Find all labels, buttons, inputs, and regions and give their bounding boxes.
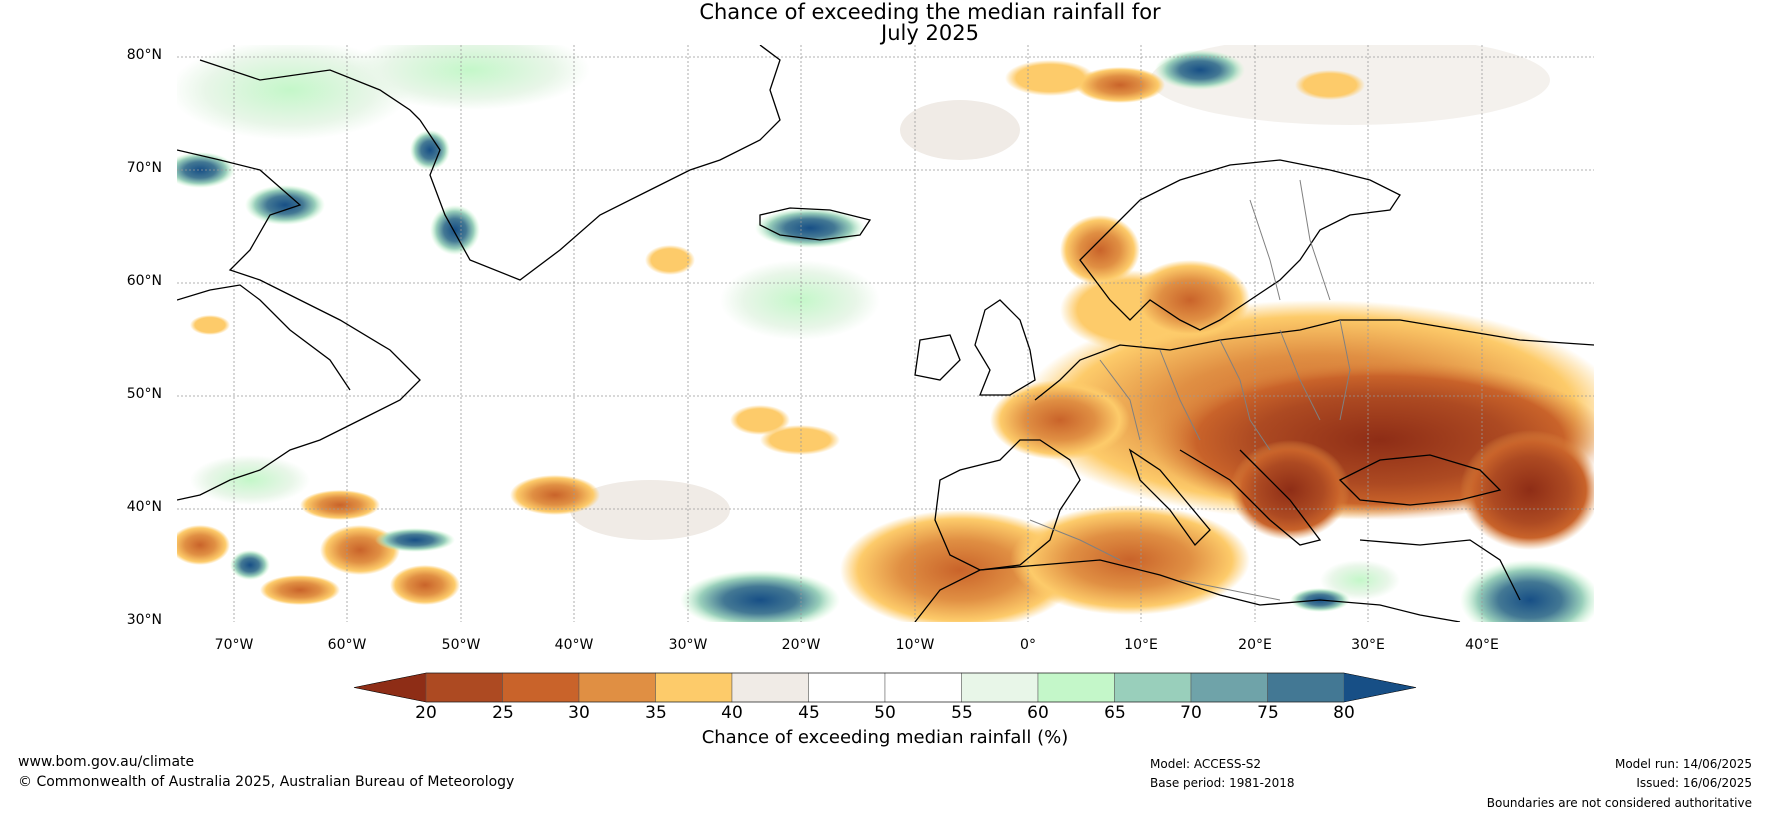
colorbar-tick: 45 (798, 703, 820, 723)
colorbar-segment (731, 672, 809, 703)
colorbar-tick: 30 (568, 703, 590, 723)
map-field (177, 45, 1594, 622)
lon-label-10e: 10°E (1124, 637, 1158, 653)
colorbar-segment (578, 672, 656, 703)
colorbar-label: Chance of exceeding median rainfall (%) (701, 727, 1069, 748)
italy-coast (1128, 448, 1211, 547)
greenland-north-coast (199, 59, 421, 121)
colorbar-under-arrow (354, 673, 426, 702)
lat-label-50n: 50°N (126, 386, 162, 402)
colorbar-segment (1267, 672, 1345, 703)
lon-label-30e: 30°E (1351, 637, 1385, 653)
colorbar-tick: 60 (1027, 703, 1049, 723)
map-title-line2: July 2025 (881, 21, 979, 45)
colorbar-tick: 75 (1257, 703, 1279, 723)
lat-label-80n: 80°N (126, 47, 162, 63)
canada-coast (177, 149, 421, 501)
colorbar-tick: 25 (492, 703, 514, 723)
lon-label-10w: 10°W (895, 637, 935, 653)
iceland-coast (759, 207, 872, 241)
labrador-coast (177, 284, 351, 391)
lon-label-40e: 40°E (1465, 637, 1499, 653)
lat-label-70n: 70°N (126, 160, 162, 176)
lon-label-60w: 60°W (327, 637, 367, 653)
colorbar-tick: 50 (874, 703, 896, 723)
lon-label-70w: 70°W (214, 637, 254, 653)
lon-label-40w: 40°W (554, 637, 594, 653)
footer-disclaimer: Boundaries are not considered authoritat… (1486, 796, 1752, 810)
colorbar-segment (961, 672, 1039, 703)
lon-label-20w: 20°W (781, 637, 821, 653)
north-africa-coast (914, 559, 1461, 622)
colorbar-tick: 80 (1333, 703, 1355, 723)
footer-website: www.bom.gov.au/climate (18, 754, 195, 770)
britain-coast (974, 299, 1036, 396)
coastlines (177, 45, 1594, 622)
map-title-line1: Chance of exceeding the median rainfall … (699, 0, 1161, 24)
borders (1029, 179, 1351, 601)
lon-label-20e: 20°E (1238, 637, 1272, 653)
footer-copyright: © Commonwealth of Australia 2025, Austra… (18, 774, 515, 790)
colorbar-segment (884, 672, 962, 703)
colorbar-tick: 70 (1180, 703, 1202, 723)
colorbar-segment (1114, 672, 1192, 703)
footer-base-period: Base period: 1981-2018 (1150, 776, 1295, 790)
colorbar-segment (1190, 672, 1268, 703)
lon-label-30w: 30°W (668, 637, 708, 653)
iberia-coast (934, 439, 1081, 571)
lat-label-40n: 40°N (126, 499, 162, 515)
greenland-coast (419, 45, 781, 281)
colorbar (353, 672, 1417, 703)
footer-model: Model: ACCESS-S2 (1150, 757, 1262, 771)
colorbar-tick: 20 (415, 703, 437, 723)
colorbar-outline (353, 672, 1417, 703)
colorbar-tick: 40 (721, 703, 743, 723)
footer-issued: Issued: 16/06/2025 (1636, 776, 1752, 790)
colorbar-segment (655, 672, 733, 703)
europe-coast (1034, 319, 1594, 401)
colorbar-segment (808, 672, 886, 703)
colorbar-over-arrow (1344, 673, 1416, 702)
blacksea-coast (1338, 454, 1502, 506)
levant-coast (1359, 539, 1521, 601)
colorbar-segment (425, 672, 503, 703)
lat-label-30n: 30°N (126, 612, 162, 628)
footer-model-run: Model run: 14/06/2025 (1614, 757, 1752, 771)
lon-label-50w: 50°W (441, 637, 481, 653)
scandinavia-coast (1079, 159, 1401, 331)
balkans-coast (1179, 449, 1322, 546)
colorbar-tick: 55 (951, 703, 973, 723)
ireland-coast (914, 334, 961, 381)
colorbar-segment (502, 672, 580, 703)
lon-label-0: 0° (1020, 637, 1036, 653)
lat-label-60n: 60°N (126, 273, 162, 289)
colorbar-tick: 65 (1104, 703, 1126, 723)
colorbar-tick: 35 (645, 703, 667, 723)
colorbar-segment (1037, 672, 1115, 703)
